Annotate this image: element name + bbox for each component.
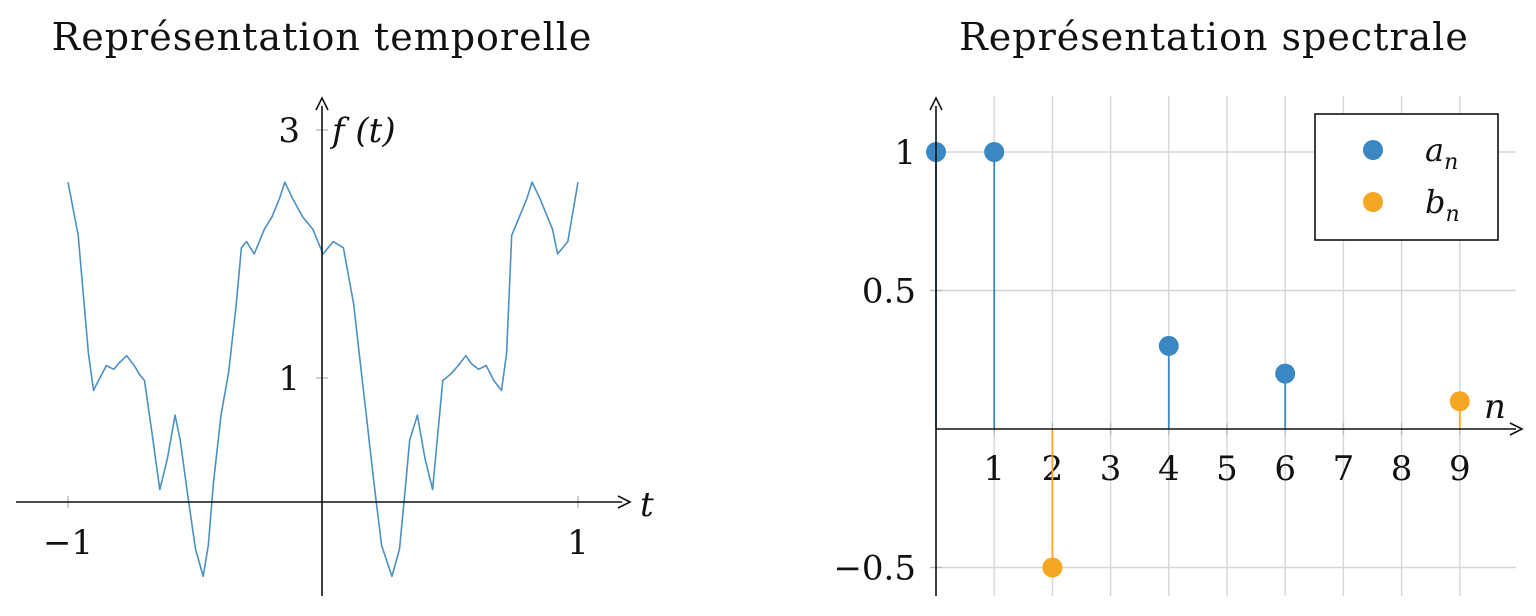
legend-label-b: bn [1425,183,1460,227]
legend-marker-a [1363,140,1383,160]
spectral-x-tick-label: 5 [1216,449,1238,489]
time-x-tick-label: −1 [43,523,93,563]
spectral-x-tick-label: 6 [1274,449,1296,489]
stem-marker-b-9 [1449,391,1470,412]
stem-marker-b-2 [1042,557,1063,578]
spectral-x-axis-label: n [1484,387,1506,427]
time-domain-chart: Représentation temporelle −1 1 1 3 t f (t) [16,15,654,596]
time-x-axis-arrow [617,495,632,509]
spectral-y-tick-label: 0.5 [862,272,916,312]
stem-marker-a-6 [1275,363,1296,384]
spectral-chart: Représentation spectrale 1 2 3 4 5 6 7 8 9−0.50.… [833,15,1524,596]
spectral-x-tick-label: 4 [1158,449,1180,489]
spectral-x-tick-label: 3 [1100,449,1122,489]
spectral-x-tick-label: 9 [1449,449,1471,489]
time-series-line [67,181,579,578]
time-x-axis-label: t [640,485,654,525]
time-chart-title: Représentation temporelle [52,15,593,59]
spectral-x-tick-label: 1 [983,449,1005,489]
legend-label-a: an [1425,131,1458,175]
spectral-chart-title: Représentation spectrale [959,15,1469,59]
spectral-x-axis-arrow [1509,422,1524,436]
legend-box [1314,113,1499,241]
legend: an bn [1314,113,1499,241]
time-y-tick-label: 1 [278,359,300,399]
legend-marker-b [1363,192,1383,212]
spectral-x-tick-label: 7 [1333,449,1355,489]
stem-marker-a-4 [1158,335,1179,356]
spectral-y-tick-label: 1 [894,133,916,173]
time-y-axis-label: f (t) [329,111,396,151]
time-x-tick-label: 1 [567,523,589,563]
time-y-axis-arrow [315,96,329,111]
time-y-tick-label: 3 [278,111,300,151]
stem-marker-a-1 [984,142,1005,162]
spectral-y-axis-arrow [929,96,943,111]
spectral-x-tick-label: 8 [1391,449,1413,489]
spectral-y-tick-label: −0.5 [833,549,916,589]
